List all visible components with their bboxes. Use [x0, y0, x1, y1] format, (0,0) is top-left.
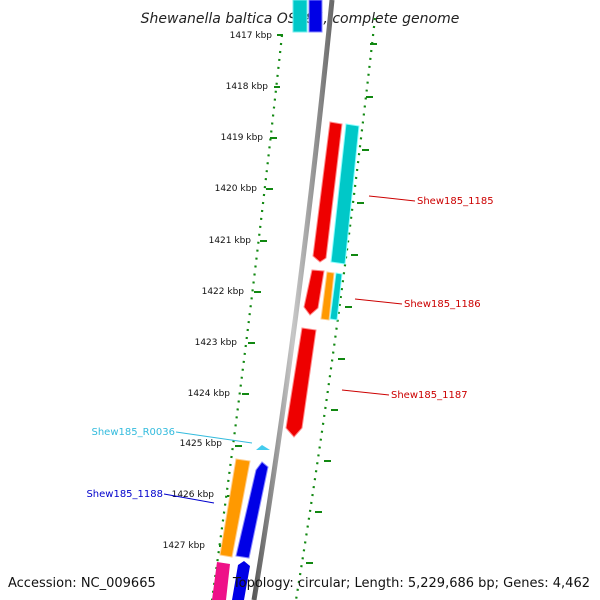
accession-text: Accession: NC_009665: [8, 576, 156, 591]
kbp-label-1425: 1425 kbp: [180, 439, 223, 449]
gene-shew185-1188-orange[interactable]: [219, 458, 251, 558]
gene-shew185-1186-orange[interactable]: [320, 271, 335, 321]
kbp-label-1418: 1418 kbp: [226, 82, 269, 92]
label-shew185-1185[interactable]: Shew185_1185: [417, 196, 494, 207]
gene-magenta-bottom[interactable]: [212, 562, 230, 600]
gene-shew185-r0036[interactable]: [256, 445, 270, 450]
genome-summary-text: Topology: circular; Length: 5,229,686 bp…: [232, 576, 590, 591]
kbp-label-1419: 1419 kbp: [221, 133, 264, 143]
leader-shew185-r0036: [175, 431, 253, 444]
gene-shew185-1188-blue[interactable]: [235, 461, 269, 559]
kbp-label-1424: 1424 kbp: [188, 389, 231, 399]
kbp-label-1420: 1420 kbp: [215, 184, 258, 194]
gene-shew185-1185-red[interactable]: [312, 121, 343, 263]
label-shew185-1187[interactable]: Shew185_1187: [391, 390, 468, 401]
label-shew185-1188[interactable]: Shew185_1188: [86, 489, 163, 500]
kbp-labels: 1417 kbp 1418 kbp 1419 kbp 1420 kbp 1421…: [163, 31, 273, 551]
label-shew185-1186[interactable]: Shew185_1186: [404, 299, 481, 310]
kbp-label-1426: 1426 kbp: [172, 490, 215, 500]
gene-shew185-1185-cyan[interactable]: [330, 123, 360, 265]
kbp-label-1421: 1421 kbp: [209, 236, 252, 246]
inner-ruler-track: [210, 34, 284, 600]
outer-major-ticks: [306, 43, 377, 564]
kbp-label-1427: 1427 kbp: [163, 541, 206, 551]
gene-shew185-1186-cyan[interactable]: [329, 272, 343, 321]
kbp-label-1417: 1417 kbp: [230, 31, 273, 41]
gene-cyan-top[interactable]: [292, 0, 308, 33]
genome-backbone: [251, 0, 335, 600]
leader-shew185-1188: [163, 493, 215, 504]
leader-shew185-1186: [354, 298, 403, 305]
leader-shew185-1187: [341, 389, 390, 396]
leader-shew185-1185: [368, 195, 416, 202]
label-shew185-r0036[interactable]: Shew185_R0036: [91, 427, 175, 438]
gene-shew185-1186-red[interactable]: [303, 269, 325, 316]
gene-blue-bottom[interactable]: [232, 561, 250, 600]
gene-shew185-1187-red[interactable]: [285, 327, 317, 438]
kbp-label-1423: 1423 kbp: [195, 338, 238, 348]
gene-blue-top[interactable]: [308, 0, 323, 33]
kbp-label-1422: 1422 kbp: [202, 287, 245, 297]
